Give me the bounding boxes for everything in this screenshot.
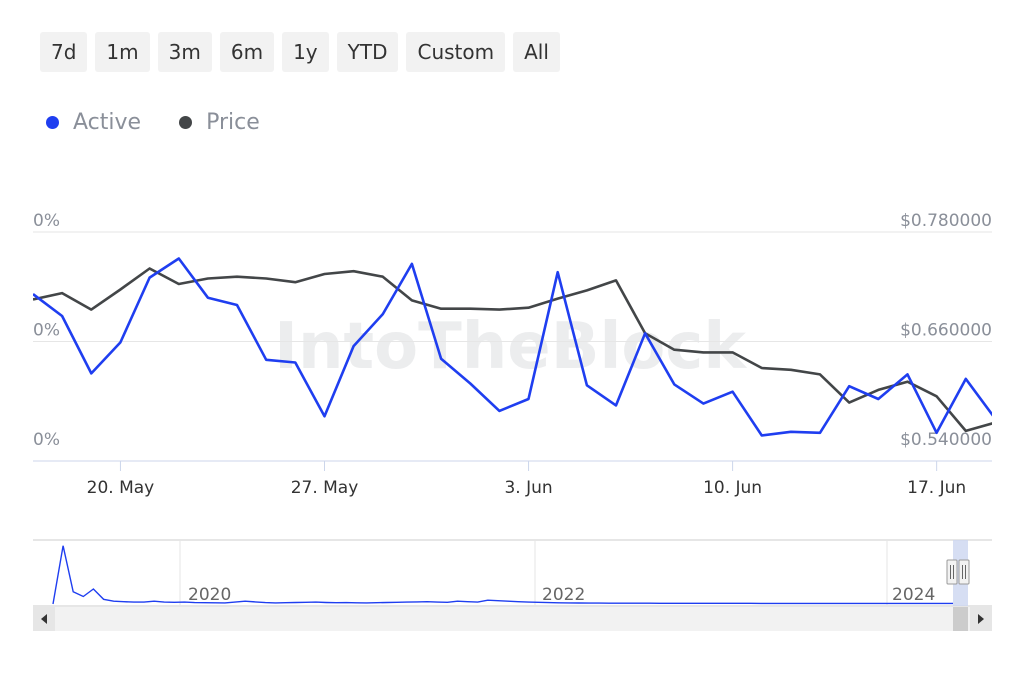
navigator-year-label: 2024 <box>892 585 935 605</box>
navigator[interactable]: 2020 2022 2024 <box>33 539 992 631</box>
navigator-year-label: 2022 <box>542 585 585 605</box>
y-tick-label-right: $0.540000 <box>900 430 992 450</box>
x-tick-label: 3. Jun <box>504 478 552 498</box>
arrow-right-icon <box>978 614 984 624</box>
x-tick-label: 27. May <box>291 478 359 498</box>
legend: Active Price <box>46 110 260 135</box>
range-button-3m[interactable]: 3m <box>157 32 212 72</box>
range-button-ytd[interactable]: YTD <box>336 32 399 72</box>
navigator-series-line <box>52 545 953 605</box>
series-line-active <box>33 257 992 437</box>
range-button-7d[interactable]: 7d <box>40 32 88 72</box>
y-tick-label-right: $0.780000 <box>900 211 992 231</box>
watermark: IntoTheBlock <box>274 310 747 384</box>
x-tick-label: 20. May <box>87 478 155 498</box>
arrow-left-icon <box>41 614 47 624</box>
range-button-custom[interactable]: Custom <box>406 32 506 72</box>
series-line-price <box>33 267 992 433</box>
y-tick-label-left: 0% <box>33 321 60 341</box>
range-button-1y[interactable]: 1y <box>282 32 329 72</box>
legend-item-price[interactable]: Price <box>179 110 260 135</box>
legend-dot-price-icon <box>179 116 193 129</box>
legend-item-active[interactable]: Active <box>46 110 141 135</box>
y-axis-right: $0.780000 $0.660000 $0.540000 <box>900 211 992 450</box>
navigator-year-label: 2020 <box>188 585 231 605</box>
y-tick-label-right: $0.660000 <box>900 321 992 341</box>
y-axis-left: 0% 0% 0% <box>33 211 60 450</box>
gridlines <box>33 231 992 342</box>
y-tick-label-left: 0% <box>33 430 60 450</box>
y-tick-label-left: 0% <box>33 211 60 231</box>
legend-label-active: Active <box>73 110 142 135</box>
x-axis: 20. May 27. May 3. Jun 10. Jun 17. Jun <box>33 460 992 498</box>
scrollbar-thumb[interactable] <box>953 607 968 631</box>
navigator-handle-left[interactable] <box>946 559 958 585</box>
range-button-1m[interactable]: 1m <box>95 32 150 72</box>
range-selector: 7d 1m 3m 6m 1y YTD Custom All <box>40 32 560 72</box>
legend-dot-active-icon <box>46 116 59 129</box>
series-lines <box>33 257 992 437</box>
x-tick-label: 10. Jun <box>703 478 762 498</box>
range-button-all[interactable]: All <box>513 32 560 72</box>
scrollbar-track[interactable] <box>33 607 992 631</box>
range-button-6m[interactable]: 6m <box>219 32 275 72</box>
legend-label-price: Price <box>206 110 260 135</box>
watermark-text: IntoTheBlock <box>274 310 747 384</box>
x-tick-label: 17. Jun <box>907 478 966 498</box>
navigator-handle-right[interactable] <box>958 559 970 585</box>
